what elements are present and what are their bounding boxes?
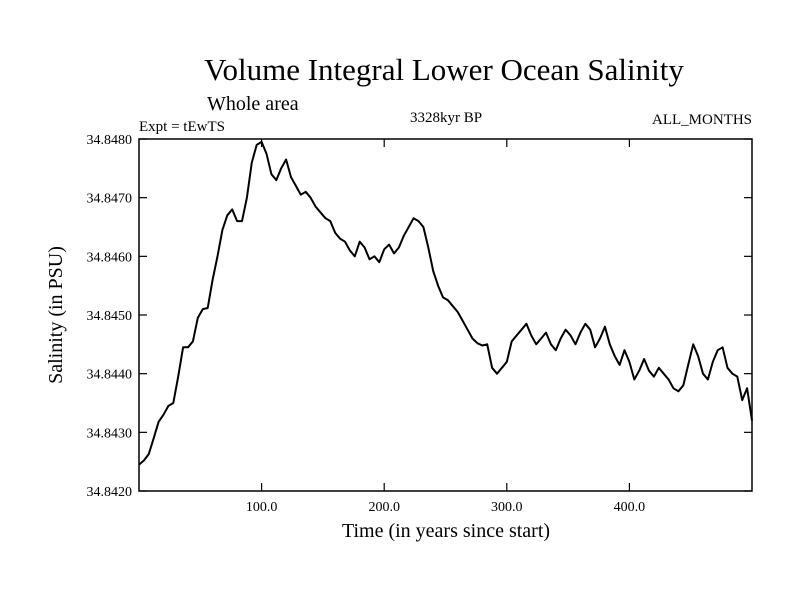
x-tick-label: 300.0 [491, 500, 523, 515]
y-tick-label: 34.8420 [87, 485, 133, 500]
y-axis: 34.8420 34.8430 34.8440 34.8450 34.8460 34.84… [87, 133, 752, 500]
plot-frame [138, 138, 753, 492]
y-axis-label: Salinity (in PSU) [45, 246, 67, 384]
months-label: ALL_MONTHS [652, 112, 752, 128]
y-tick-label: 34.8470 [87, 192, 133, 207]
x-axis: 100.0 200.0 300.0 400.0 [246, 139, 645, 515]
experiment-label: Expt = tEwTS [139, 119, 225, 135]
y-tick-label: 34.8450 [87, 309, 133, 324]
x-tick-label: 100.0 [246, 500, 278, 515]
period-label: 3328kyr BP [410, 110, 482, 126]
chart-subtitle: Whole area [207, 93, 299, 115]
x-tick-label: 400.0 [614, 500, 646, 515]
chart-title: Volume Integral Lower Ocean Salinity [204, 52, 684, 87]
salinity-series-line [138, 140, 753, 466]
y-tick-label: 34.8460 [87, 250, 133, 265]
y-tick-label: 34.8480 [87, 133, 133, 148]
x-axis-label: Time (in years since start) [342, 520, 550, 542]
x-tick-label: 200.0 [368, 500, 400, 515]
y-tick-label: 34.8430 [87, 426, 133, 441]
y-tick-label: 34.8440 [87, 368, 133, 383]
